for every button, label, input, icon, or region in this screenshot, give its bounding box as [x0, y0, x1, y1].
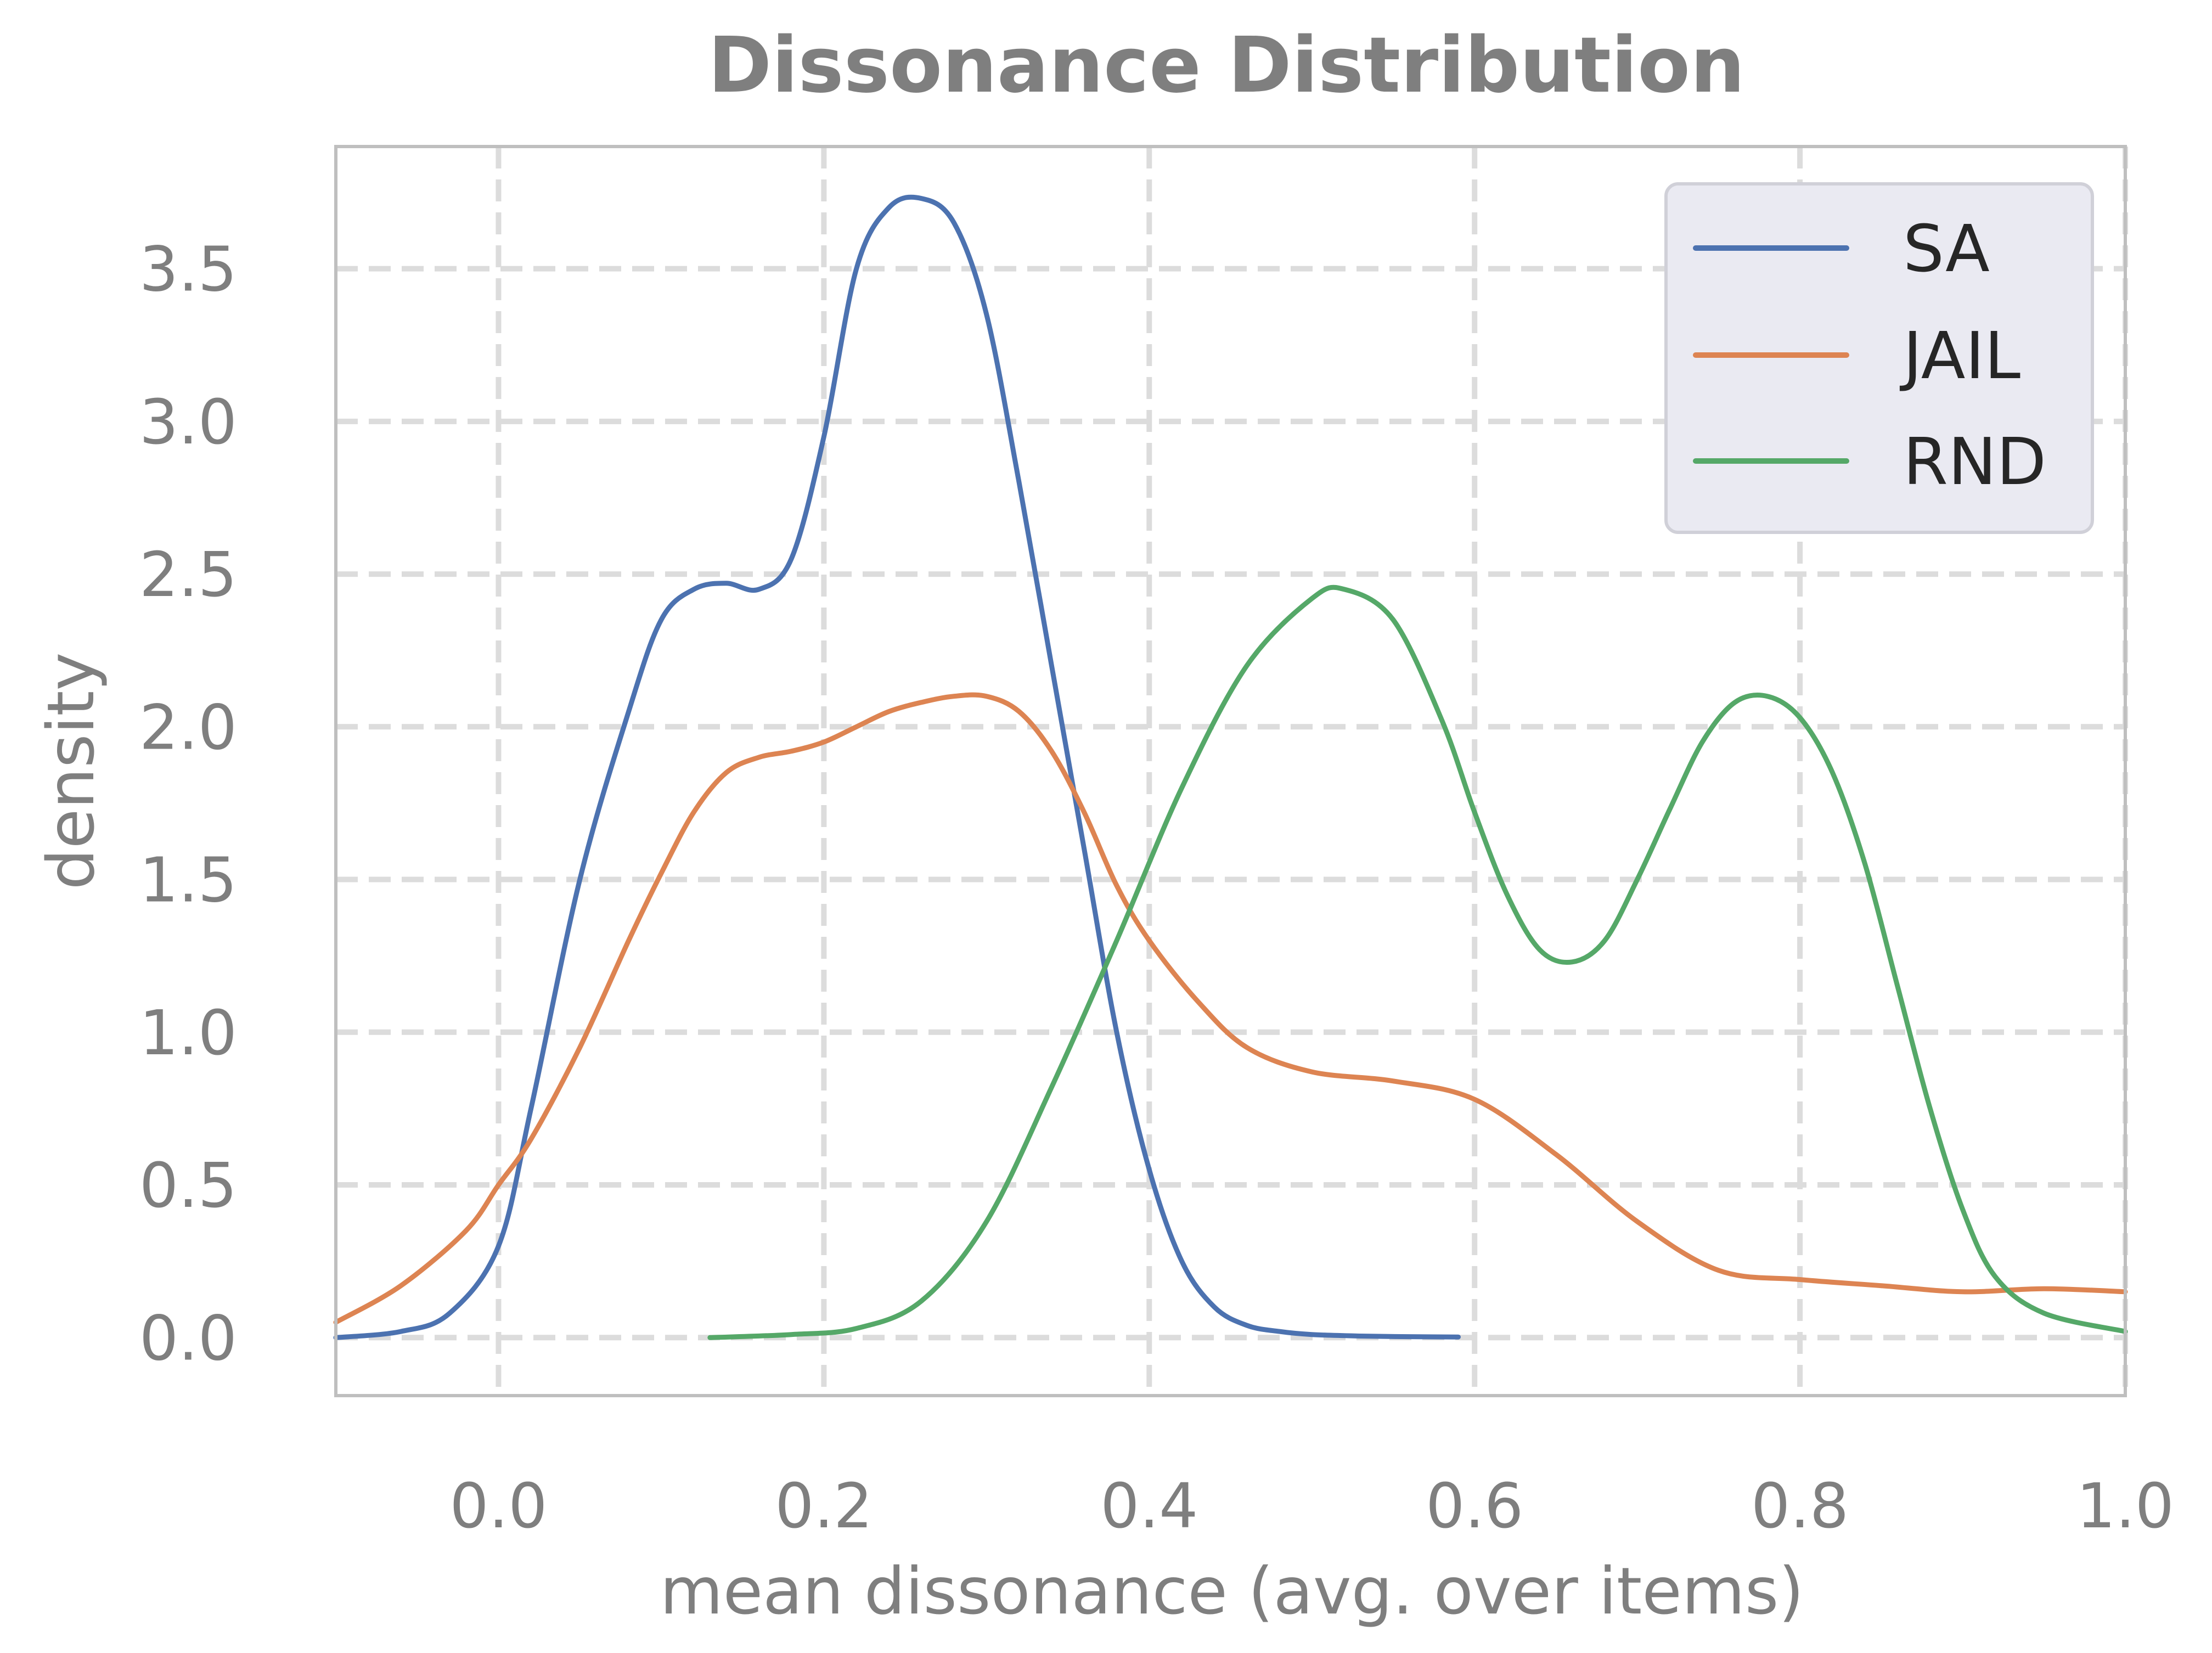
x-tick-label: 0.4 — [1100, 1471, 1198, 1542]
y-tick-label: 2.0 — [139, 692, 237, 763]
legend: SA JAIL RND — [1664, 182, 2094, 534]
series-line-sa — [333, 194, 1461, 1340]
x-tick-label: 0.8 — [1751, 1471, 1849, 1542]
y-axis-label: density — [33, 653, 109, 890]
series-layer — [333, 194, 2128, 1340]
x-tick-label: 1.0 — [2076, 1471, 2174, 1542]
chart-title: Dissonance Distribution — [708, 21, 1745, 110]
y-tick-labels: 0.0 0.5 1.0 1.5 2.0 2.5 3.0 3.5 — [139, 234, 237, 1375]
x-tick-label: 0.2 — [775, 1471, 873, 1542]
x-tick-label: 0.0 — [449, 1471, 547, 1542]
series-line-rnd — [707, 584, 2128, 1340]
plot-frame — [334, 145, 2127, 1397]
legend-label-sa: SA — [1903, 211, 1990, 286]
legend-label-rnd: RND — [1903, 424, 2046, 499]
x-tick-label: 0.6 — [1426, 1471, 1523, 1542]
y-tick-label: 3.0 — [139, 387, 237, 458]
legend-box — [1664, 182, 2094, 534]
x-tick-labels: 0.0 0.2 0.4 0.6 0.8 1.0 — [449, 1471, 2174, 1542]
y-tick-label: 2.5 — [139, 539, 237, 611]
y-tick-label: 1.5 — [139, 845, 237, 917]
series-line-jail — [333, 692, 2128, 1325]
legend-label-jail: JAIL — [1899, 318, 2020, 393]
y-tick-label: 1.0 — [139, 998, 237, 1069]
y-tick-label: 0.0 — [139, 1303, 237, 1374]
y-tick-label: 0.5 — [139, 1150, 237, 1222]
y-tick-label: 3.5 — [139, 234, 237, 306]
x-axis-label: mean dissonance (avg. over items) — [660, 1553, 1804, 1629]
